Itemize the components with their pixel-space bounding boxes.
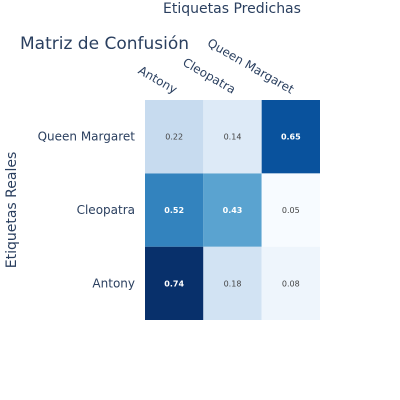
heatmap-cell xyxy=(203,100,262,174)
chart-title: Matriz de Confusión xyxy=(20,34,190,54)
cell-value-label: 0.52 xyxy=(164,206,184,215)
heatmap-cell xyxy=(203,246,262,320)
cell-value-label: 0.22 xyxy=(165,133,183,142)
cell-value-label: 0.08 xyxy=(282,279,300,288)
cell-value-label: 0.43 xyxy=(223,206,243,215)
y-tick-label: Queen Margaret xyxy=(38,130,136,144)
x-axis-title: Etiquetas Predichas xyxy=(163,1,301,17)
y-tick-label: Cleopatra xyxy=(77,203,135,217)
y-tick-label: Antony xyxy=(92,276,135,290)
heatmap-cell xyxy=(261,100,320,174)
x-tick-label: Antony xyxy=(136,63,180,96)
heatmap-cell xyxy=(145,246,204,320)
heatmap-cell xyxy=(261,246,320,320)
heatmap-cell xyxy=(145,173,204,247)
cell-value-label: 0.05 xyxy=(282,206,300,215)
cell-value-label: 0.14 xyxy=(224,133,242,142)
cell-value-label: 0.18 xyxy=(224,279,242,288)
heatmap-cell xyxy=(203,173,262,247)
cell-value-label: 0.65 xyxy=(281,133,301,142)
cell-value-label: 0.74 xyxy=(164,279,184,288)
heatmap-cell xyxy=(145,100,204,174)
heatmap-cell xyxy=(261,173,320,247)
